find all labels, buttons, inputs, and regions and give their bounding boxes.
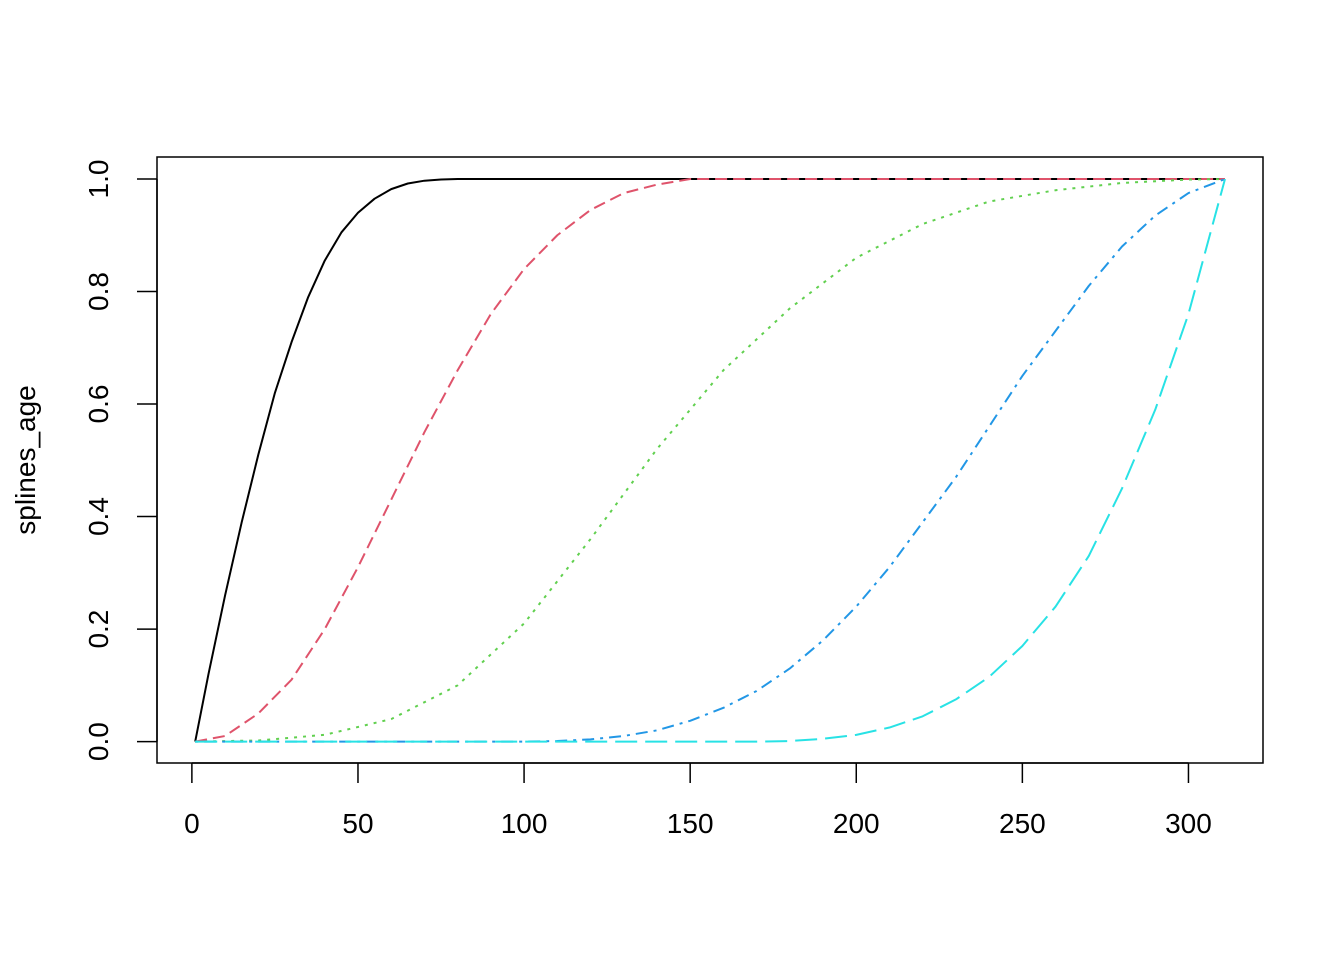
series-line-4: [195, 178, 1226, 743]
x-tick-label: 150: [667, 808, 714, 839]
x-axis: 0 50 100 150 200 250 300: [184, 762, 1212, 839]
series-layer: [194, 178, 1226, 743]
series-line-1: [194, 178, 1225, 742]
y-tick-label: 0.0: [83, 722, 114, 761]
x-tick-label: 0: [184, 808, 200, 839]
y-tick-label: 0.2: [83, 610, 114, 649]
plot-frame: [156, 156, 1264, 764]
y-tick-label: 1.0: [83, 160, 114, 199]
x-tick-label: 200: [833, 808, 880, 839]
series-line-2: [195, 178, 1225, 743]
y-tick-label: 0.6: [83, 385, 114, 424]
y-axis: 0.0 0.2 0.4 0.6 0.8 1.0: [83, 160, 158, 761]
x-tick-label: 300: [1165, 808, 1212, 839]
y-tick-label: 0.8: [83, 272, 114, 311]
x-tick-label: 100: [501, 808, 548, 839]
x-tick-label: 250: [999, 808, 1046, 839]
series-line-5: [195, 178, 1226, 743]
series-line-3: [195, 178, 1226, 743]
y-axis-title: splines_age: [10, 385, 41, 534]
y-tick-label: 0.4: [83, 497, 114, 536]
x-tick-label: 50: [342, 808, 373, 839]
